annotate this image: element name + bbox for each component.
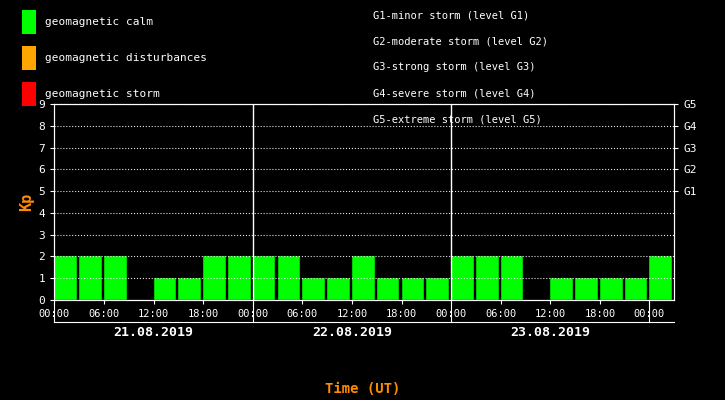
Bar	[79, 256, 102, 300]
Bar	[600, 278, 623, 300]
Text: G2-moderate storm (level G2): G2-moderate storm (level G2)	[373, 36, 548, 46]
Bar	[402, 278, 424, 300]
Text: G5-extreme storm (level G5): G5-extreme storm (level G5)	[373, 114, 542, 124]
Bar	[451, 256, 474, 300]
Text: geomagnetic storm: geomagnetic storm	[45, 89, 160, 99]
Bar	[625, 278, 647, 300]
Bar	[104, 256, 127, 300]
Bar	[377, 278, 399, 300]
Bar	[253, 256, 276, 300]
Text: G3-strong storm (level G3): G3-strong storm (level G3)	[373, 62, 536, 72]
Bar	[203, 256, 226, 300]
Bar	[575, 278, 598, 300]
Text: Time (UT): Time (UT)	[325, 382, 400, 396]
Bar	[228, 256, 251, 300]
Bar	[352, 256, 375, 300]
Bar	[302, 278, 325, 300]
Bar	[550, 278, 573, 300]
Bar	[278, 256, 300, 300]
Bar	[178, 278, 201, 300]
Text: 22.08.2019: 22.08.2019	[312, 326, 392, 339]
Text: G4-severe storm (level G4): G4-severe storm (level G4)	[373, 88, 536, 98]
Bar	[476, 256, 499, 300]
Bar	[54, 256, 77, 300]
Text: 21.08.2019: 21.08.2019	[114, 326, 194, 339]
Bar	[501, 256, 523, 300]
Bar	[327, 278, 350, 300]
Text: G1-minor storm (level G1): G1-minor storm (level G1)	[373, 10, 530, 20]
Text: 23.08.2019: 23.08.2019	[510, 326, 590, 339]
Text: geomagnetic disturbances: geomagnetic disturbances	[45, 53, 207, 63]
Bar	[650, 256, 672, 300]
Bar	[154, 278, 176, 300]
Y-axis label: Kp: Kp	[20, 193, 34, 211]
Text: geomagnetic calm: geomagnetic calm	[45, 17, 153, 27]
Bar	[426, 278, 449, 300]
